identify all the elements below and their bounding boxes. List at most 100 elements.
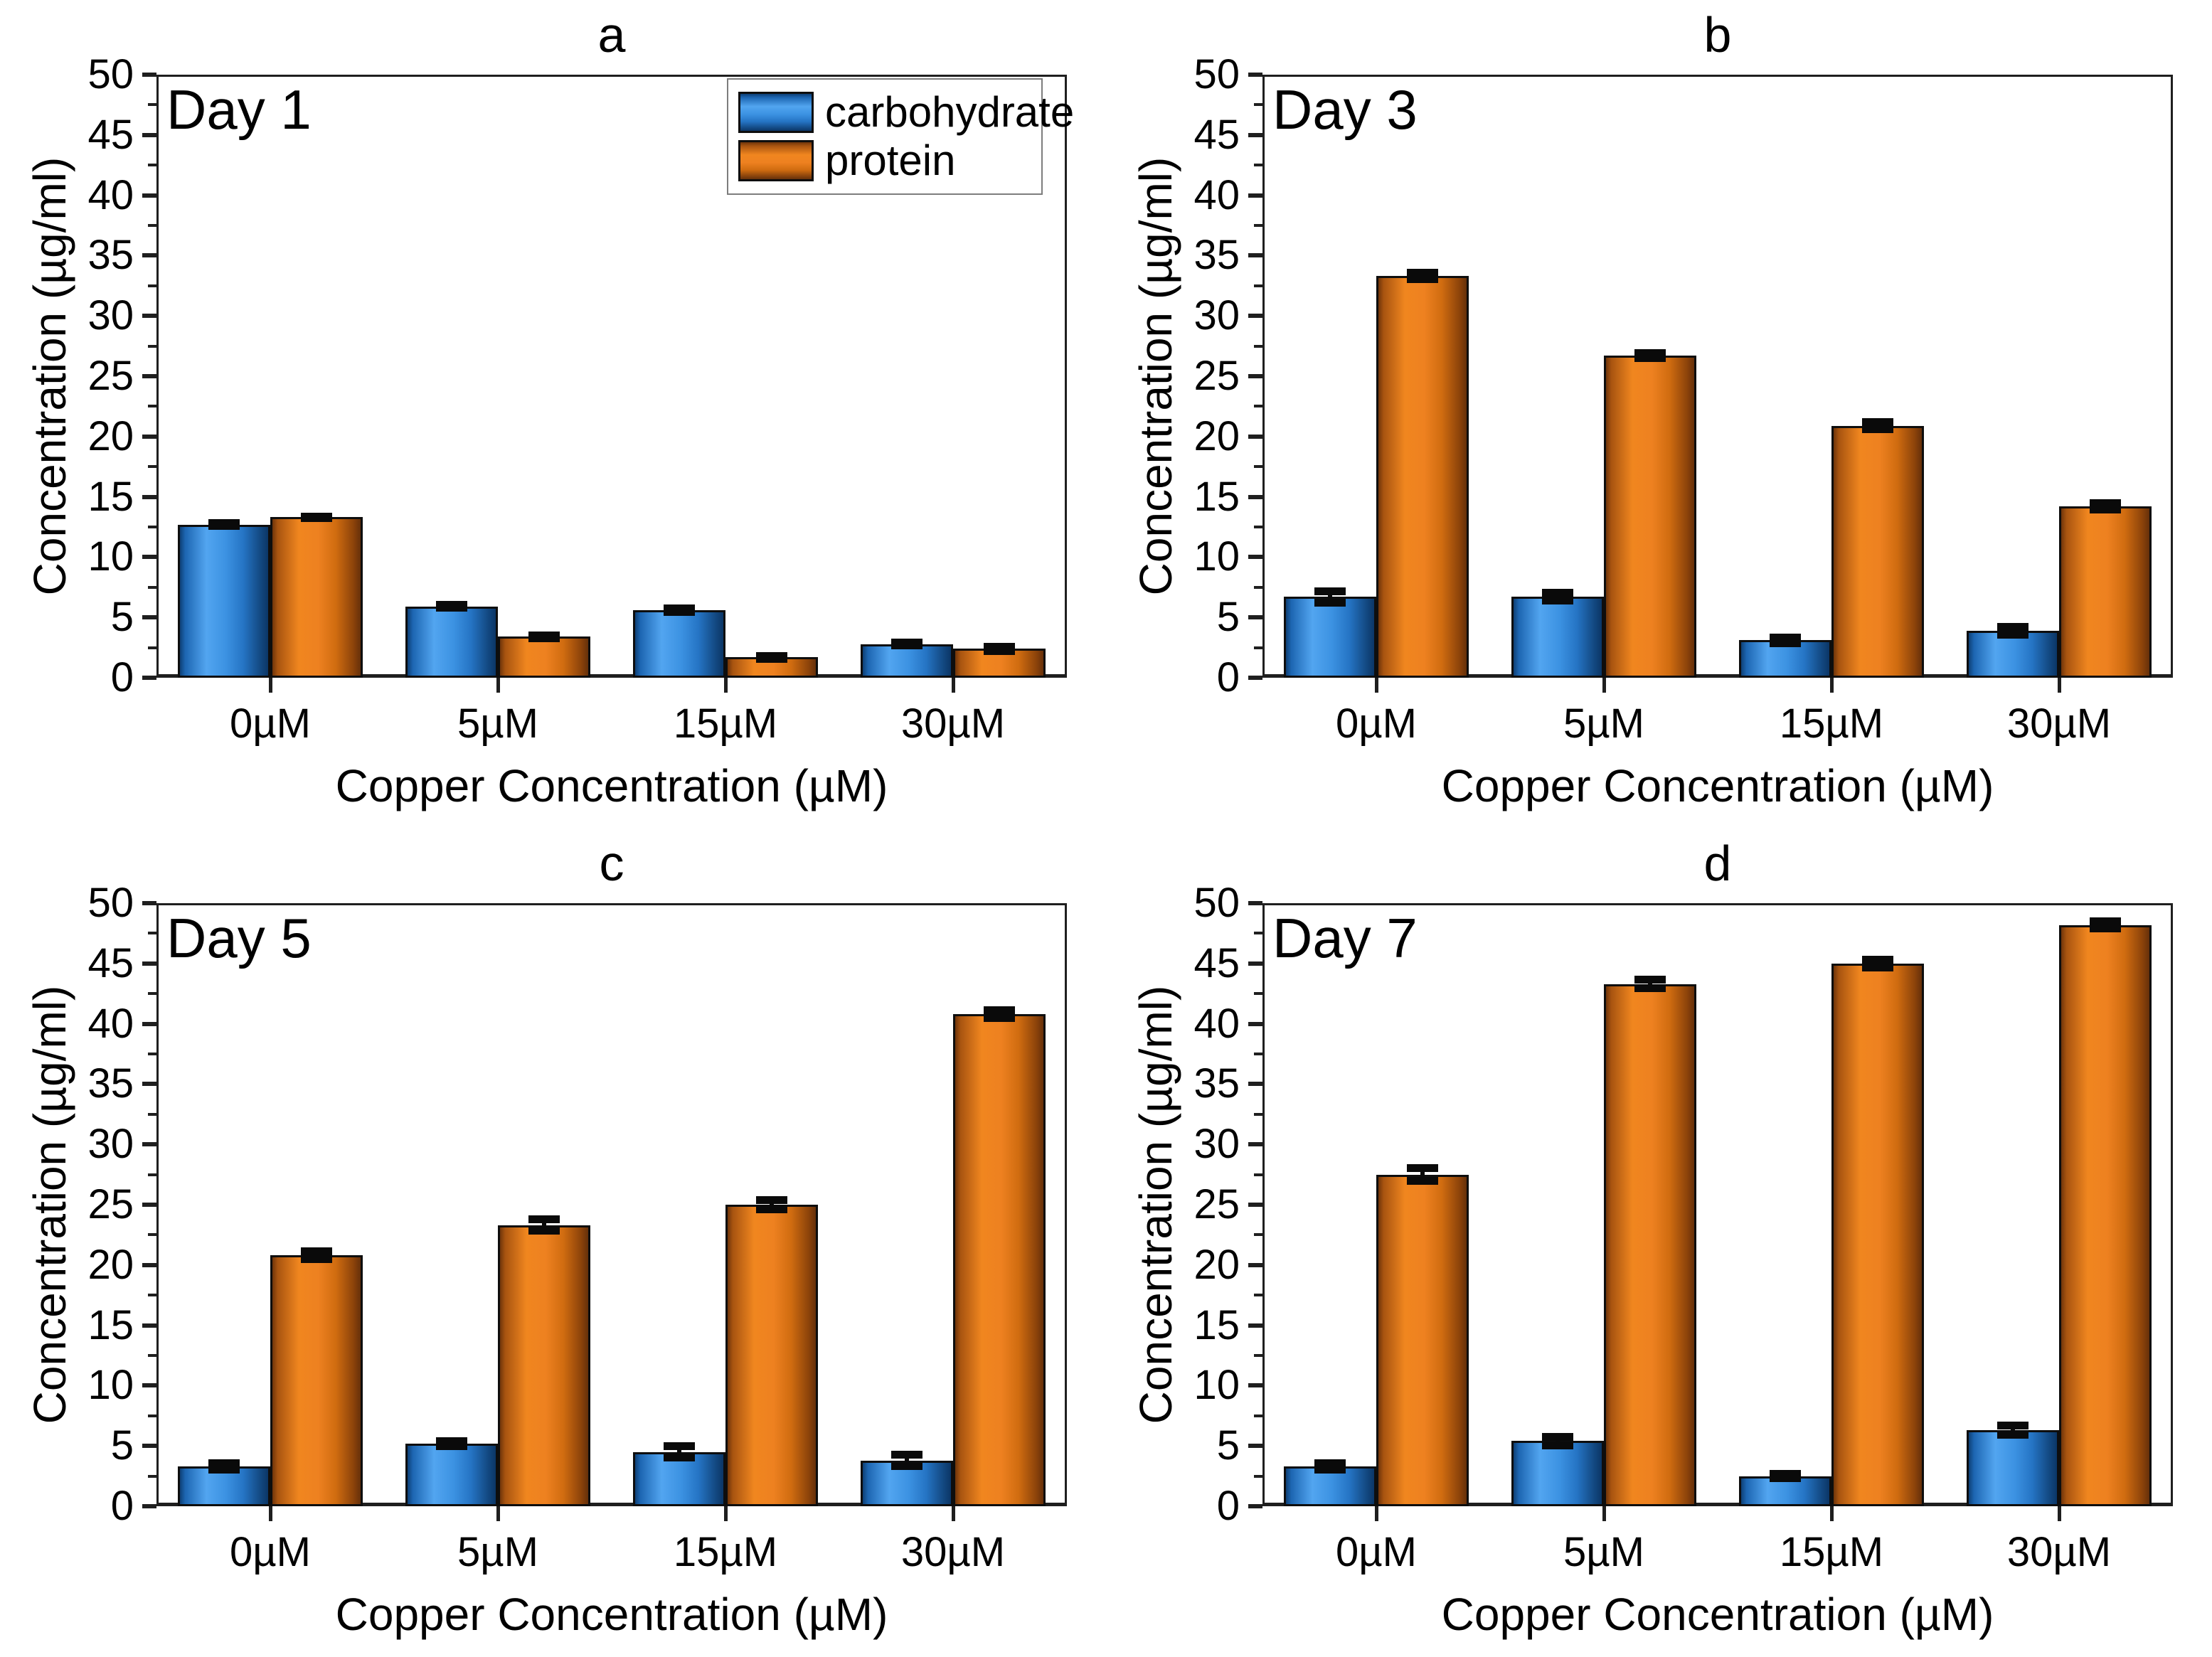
x-tick-label-15µM-a: 15µM bbox=[673, 700, 778, 747]
y-minor-tick-7.5-a bbox=[148, 585, 156, 589]
y-minor-tick-32.5-c bbox=[148, 1112, 156, 1116]
error-bar-cap-bottom-carbohydrate-15µM-a bbox=[664, 608, 695, 617]
y-major-tick-5-b bbox=[1248, 615, 1262, 620]
y-minor-tick-42.5-b bbox=[1254, 164, 1262, 167]
error-bar-cap-bottom-carbohydrate-5µM-c bbox=[436, 1442, 467, 1451]
error-bar-cap-top-protein-0µM-b bbox=[1407, 269, 1438, 277]
y-major-tick-10-b bbox=[1248, 555, 1262, 560]
y-tick-label-45-c: 45 bbox=[87, 939, 134, 986]
x-tick-5µM-b bbox=[1602, 676, 1606, 693]
y-tick-label-20-b: 20 bbox=[1193, 412, 1240, 459]
y-major-tick-0-c bbox=[142, 1504, 156, 1508]
y-minor-tick-17.5-a bbox=[148, 465, 156, 469]
x-tick-label-30µM-b: 30µM bbox=[2006, 700, 2112, 747]
y-minor-tick-47.5-b bbox=[1254, 103, 1262, 107]
bar-protein-5µM-b bbox=[1604, 356, 1696, 678]
y-major-tick-15-b bbox=[1248, 494, 1262, 499]
error-bar-cap-top-carbohydrate-30µM-d bbox=[1997, 1422, 2028, 1430]
error-bar-cap-bottom-protein-5µM-a bbox=[528, 634, 560, 642]
y-minor-tick-2.5-b bbox=[1254, 646, 1262, 649]
y-minor-tick-42.5-c bbox=[148, 992, 156, 996]
error-bar-cap-bottom-protein-0µM-c bbox=[301, 1255, 332, 1264]
error-bar-line-carbohydrate-30µM-c bbox=[905, 1454, 909, 1467]
y-major-tick-40-a bbox=[142, 193, 156, 198]
error-bar-cap-bottom-carbohydrate-15µM-d bbox=[1770, 1474, 1801, 1482]
error-bar-cap-bottom-protein-15µM-d bbox=[1862, 963, 1893, 971]
x-tick-label-0µM-b: 0µM bbox=[1336, 700, 1417, 747]
error-bar-cap-bottom-carbohydrate-15µM-b bbox=[1770, 639, 1801, 647]
y-tick-label-0-c: 0 bbox=[110, 1483, 134, 1529]
error-bar-cap-top-carbohydrate-15µM-d bbox=[1770, 1470, 1801, 1478]
x-tick-label-5µM-a: 5µM bbox=[457, 700, 538, 747]
y-minor-tick-37.5-a bbox=[148, 224, 156, 227]
y-tick-label-10-c: 10 bbox=[87, 1362, 134, 1409]
panel-c: c Day 5 0 5 10 15 20 25 30 35 40 45 50 Concentration … bbox=[0, 828, 1106, 1657]
panel-letter-a: a bbox=[597, 7, 626, 63]
error-bar-cap-bottom-protein-15µM-c bbox=[756, 1205, 787, 1213]
y-major-tick-5-a bbox=[142, 615, 156, 620]
x-tick-5µM-d bbox=[1602, 1504, 1606, 1521]
error-bar-line-protein-5µM-c bbox=[542, 1219, 546, 1232]
y-tick-label-45-b: 45 bbox=[1193, 111, 1240, 158]
y-major-tick-45-b bbox=[1248, 132, 1262, 137]
y-minor-tick-27.5-d bbox=[1254, 1173, 1262, 1176]
y-axis-title-a: Concentration (µg/ml) bbox=[24, 156, 75, 596]
y-minor-tick-7.5-c bbox=[148, 1414, 156, 1417]
bar-carbohydrate-5µM-c bbox=[405, 1443, 498, 1506]
y-major-tick-0-d bbox=[1248, 1504, 1262, 1508]
error-bar-cap-top-protein-0µM-c bbox=[301, 1247, 332, 1256]
y-minor-tick-37.5-c bbox=[148, 1053, 156, 1055]
y-tick-label-5-b: 5 bbox=[1216, 594, 1240, 641]
x-tick-15µM-a bbox=[724, 676, 728, 693]
y-tick-label-35-a: 35 bbox=[87, 232, 134, 279]
panel-letter-c: c bbox=[599, 836, 624, 891]
x-tick-label-5µM-d: 5µM bbox=[1563, 1529, 1644, 1575]
error-bar-cap-bottom-protein-0µM-d bbox=[1407, 1176, 1438, 1185]
bar-carbohydrate-30µM-d bbox=[1967, 1430, 2059, 1506]
y-tick-label-45-a: 45 bbox=[87, 111, 134, 158]
error-bar-cap-top-protein-30µM-a bbox=[984, 642, 1015, 651]
day-label-a: Day 1 bbox=[166, 78, 312, 141]
error-bar-cap-top-protein-15µM-c bbox=[756, 1196, 787, 1205]
y-tick-label-40-d: 40 bbox=[1193, 1000, 1240, 1047]
x-tick-label-30µM-c: 30µM bbox=[900, 1529, 1006, 1575]
y-major-tick-45-a bbox=[142, 132, 156, 137]
error-bar-cap-top-carbohydrate-5µM-c bbox=[436, 1437, 467, 1445]
y-major-tick-20-b bbox=[1248, 434, 1262, 439]
y-minor-tick-32.5-b bbox=[1254, 284, 1262, 287]
y-tick-label-25-b: 25 bbox=[1193, 353, 1240, 399]
x-tick-5µM-a bbox=[496, 676, 500, 693]
y-major-tick-10-c bbox=[142, 1383, 156, 1388]
y-tick-label-45-d: 45 bbox=[1193, 939, 1240, 986]
error-bar-cap-bottom-protein-30µM-b bbox=[2090, 506, 2121, 514]
x-tick-label-5µM-b: 5µM bbox=[1563, 700, 1644, 747]
error-bar-cap-top-carbohydrate-0µM-c bbox=[208, 1459, 240, 1467]
x-tick-5µM-c bbox=[496, 1504, 500, 1521]
x-tick-label-0µM-a: 0µM bbox=[230, 700, 311, 747]
error-bar-cap-bottom-protein-0µM-b bbox=[1407, 275, 1438, 284]
y-minor-tick-17.5-b bbox=[1254, 465, 1262, 469]
x-tick-15µM-b bbox=[1830, 676, 1834, 693]
legend-label-carbohydrate: carbohydrate bbox=[825, 88, 1075, 136]
y-major-tick-10-a bbox=[142, 555, 156, 560]
y-major-tick-0-a bbox=[142, 676, 156, 680]
y-tick-label-20-c: 20 bbox=[87, 1241, 134, 1288]
y-tick-label-10-d: 10 bbox=[1193, 1362, 1240, 1409]
y-major-tick-30-a bbox=[142, 314, 156, 319]
y-minor-tick-47.5-a bbox=[148, 103, 156, 107]
y-major-tick-30-b bbox=[1248, 314, 1262, 319]
y-tick-label-25-c: 25 bbox=[87, 1181, 134, 1227]
x-tick-label-15µM-c: 15µM bbox=[673, 1529, 778, 1575]
error-bar-cap-bottom-carbohydrate-0µM-d bbox=[1314, 1466, 1346, 1474]
bar-protein-30µM-b bbox=[2059, 506, 2152, 678]
y-tick-label-50-a: 50 bbox=[87, 51, 134, 97]
x-axis-title-c: Copper Concentration (µM) bbox=[335, 1589, 888, 1640]
y-minor-tick-37.5-d bbox=[1254, 1053, 1262, 1055]
y-tick-label-0-b: 0 bbox=[1216, 654, 1240, 700]
error-bar-cap-bottom-protein-5µM-d bbox=[1634, 984, 1666, 993]
y-major-tick-25-c bbox=[142, 1203, 156, 1207]
bar-carbohydrate-0µM-a bbox=[178, 524, 270, 678]
y-major-tick-30-d bbox=[1248, 1142, 1262, 1147]
x-tick-15µM-c bbox=[724, 1504, 728, 1521]
